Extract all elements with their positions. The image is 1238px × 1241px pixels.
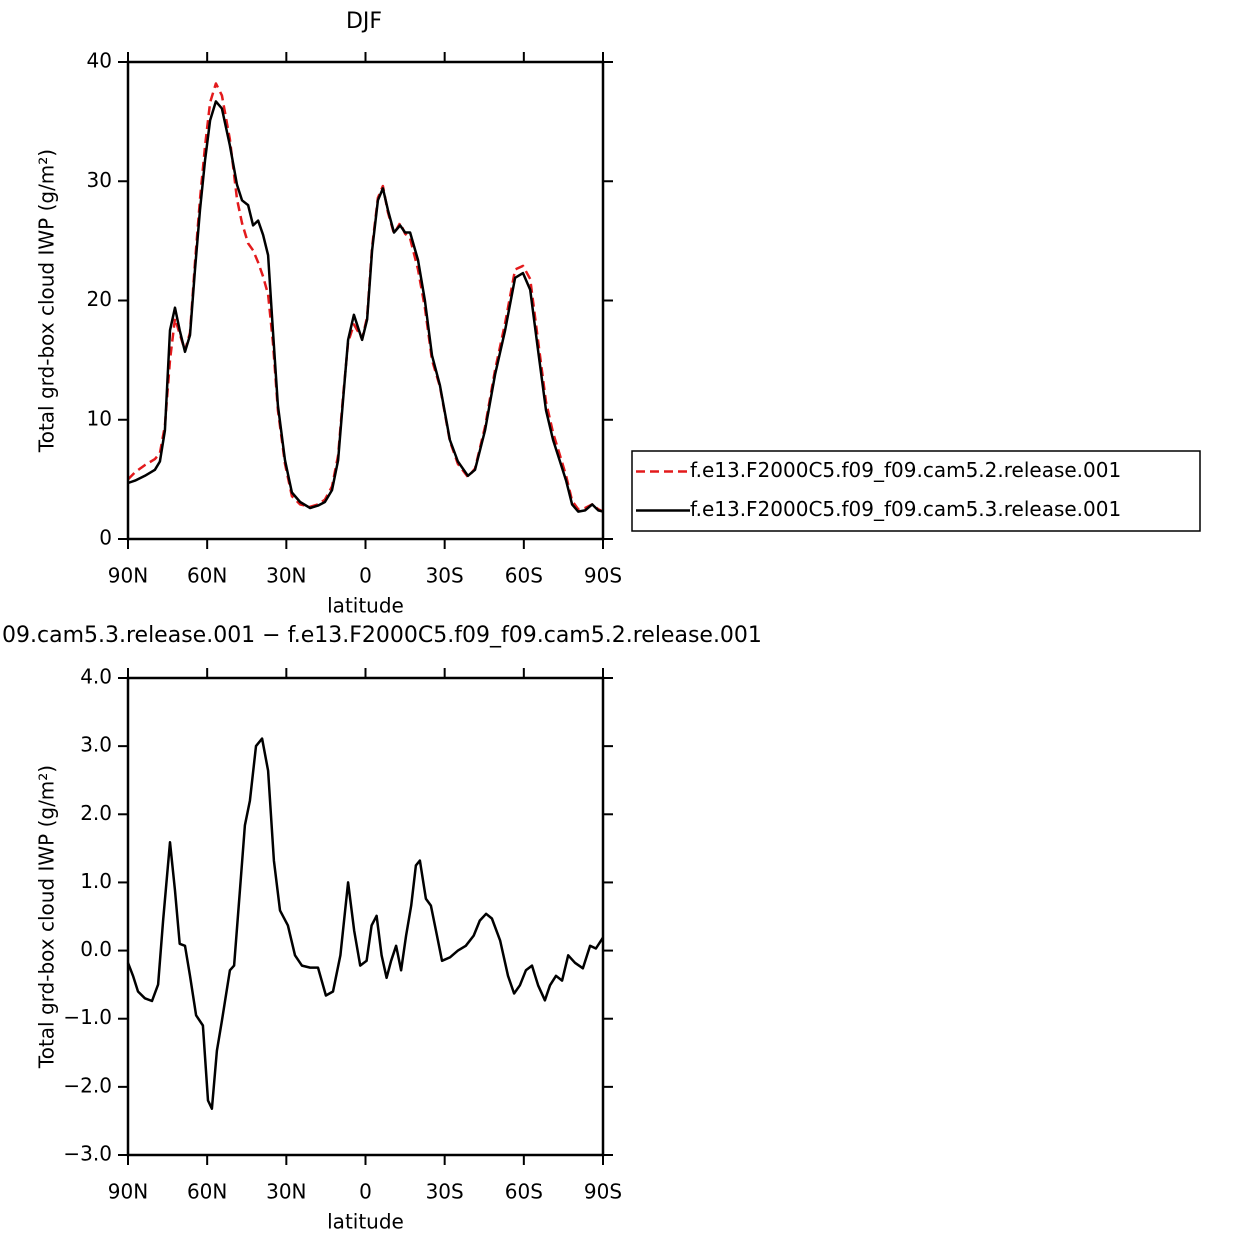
- x-tick-label: 90S: [584, 564, 622, 588]
- x-tick-label: 0: [359, 1180, 372, 1204]
- chart-title: DJF: [346, 9, 382, 34]
- y-tick-label: 4.0: [80, 665, 112, 689]
- x-tick-label: 60N: [187, 564, 227, 588]
- y-tick-label: 0.0: [80, 937, 112, 961]
- y-tick-label: 1.0: [80, 869, 112, 893]
- x-tick-label: 0: [359, 564, 372, 588]
- plot-frame: [126, 676, 605, 1157]
- x-tick-label: 30S: [426, 564, 464, 588]
- legend-box: [631, 450, 1201, 532]
- y-tick-label: 0: [99, 526, 112, 550]
- y-tick-label: 30: [87, 168, 112, 192]
- y-tick-label: 10: [87, 406, 112, 430]
- y-tick-label: −1.0: [63, 1005, 112, 1029]
- x-tick-label: 30S: [426, 1180, 464, 1204]
- y-axis-label: Total grd-box cloud IWP (g/m²): [35, 149, 59, 453]
- legend-label: f.e13.F2000C5.f09_f09.cam5.2.release.001: [690, 458, 1121, 482]
- data-line: [127, 100, 604, 513]
- legend-label: f.e13.F2000C5.f09_f09.cam5.3.release.001: [690, 497, 1121, 521]
- plot-frame: [126, 60, 605, 541]
- x-axis-label: latitude: [327, 594, 404, 618]
- y-tick-label: 20: [87, 287, 112, 311]
- x-tick-label: 90S: [584, 1180, 622, 1204]
- y-axis-label: Total grd-box cloud IWP (g/m²): [35, 765, 59, 1069]
- x-tick-label: 60S: [505, 564, 543, 588]
- y-tick-label: 3.0: [80, 733, 112, 757]
- x-tick-label: 60N: [187, 1180, 227, 1204]
- y-tick-label: −3.0: [63, 1142, 112, 1166]
- x-axis-label: latitude: [327, 1210, 404, 1234]
- x-tick-label: 90N: [108, 1180, 148, 1204]
- x-tick-label: 60S: [505, 1180, 543, 1204]
- y-tick-label: −2.0: [63, 1073, 112, 1097]
- x-tick-label: 90N: [108, 564, 148, 588]
- y-tick-label: 2.0: [80, 801, 112, 825]
- data-line: [126, 737, 605, 1110]
- x-tick-label: 30N: [266, 564, 306, 588]
- y-tick-label: 40: [87, 49, 112, 73]
- chart-title: 09.cam5.3.release.001 − f.e13.F2000C5.f0…: [2, 623, 762, 648]
- data-line: [127, 82, 604, 513]
- x-tick-label: 30N: [266, 1180, 306, 1204]
